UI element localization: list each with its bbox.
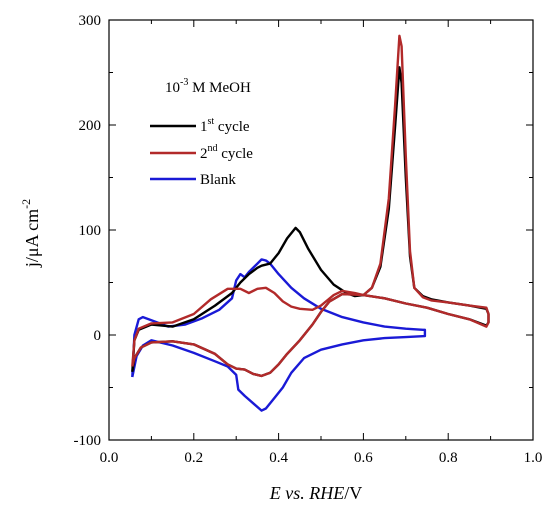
x-tick-label: 0.2	[184, 450, 203, 466]
concentration-annotation: 10-3 M MeOH	[165, 77, 251, 96]
legend-label-cycle2: 2nd cycle	[200, 143, 253, 162]
x-tick-label: 0.0	[100, 450, 119, 466]
x-tick-label: 1.0	[524, 450, 543, 466]
x-tick-label: 0.8	[439, 450, 458, 466]
curves	[131, 34, 490, 412]
legend-label-blank: Blank	[200, 172, 236, 188]
x-axis-title: E vs. RHE/V	[269, 483, 363, 503]
legend-label-cycle1: 1st cycle	[200, 116, 250, 135]
series-line-cycle1	[131, 66, 490, 378]
y-tick-label: -100	[74, 433, 102, 449]
axis-ticks	[108, 19, 534, 441]
y-tick-label: 100	[79, 223, 102, 239]
y-tick-label: 300	[79, 13, 102, 29]
y-tick-label: 200	[79, 118, 102, 134]
x-tick-label: 0.6	[354, 450, 373, 466]
series-line-blank	[131, 258, 427, 412]
series-line-cycle2	[131, 34, 490, 378]
y-axis-title: j/μA cm-2	[19, 199, 42, 268]
legend: 1st cycle 2nd cycle Blank	[150, 116, 253, 188]
tick-labels: 0.0 0.2 0.4 0.6 0.8 1.0 -100 0 100 200 300	[74, 13, 543, 466]
x-tick-label: 0.4	[269, 450, 288, 466]
y-tick-label: 0	[94, 328, 102, 344]
